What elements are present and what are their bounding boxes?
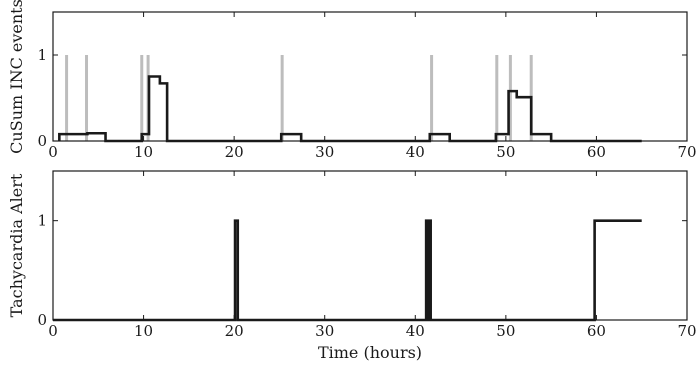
x-tick-label: 30 xyxy=(315,322,334,340)
x-tick-label: 50 xyxy=(496,143,515,161)
plot-frame xyxy=(52,170,688,321)
y-tick-label: 1 xyxy=(37,212,47,230)
alert-line-0 xyxy=(53,219,642,322)
x-axis-label: Time (hours) xyxy=(318,343,422,362)
x-tick-label: 10 xyxy=(134,143,153,161)
x-tick-label: 30 xyxy=(315,143,334,161)
x-tick-label: 20 xyxy=(225,322,244,340)
x-tick-label: 70 xyxy=(677,322,696,340)
plot-frame xyxy=(52,11,688,142)
tachycardia-panel: 0 10 20 30 40 50 60 70 0 1 Tachycardia Alert Time (… xyxy=(7,170,697,362)
x-tick-label: 20 xyxy=(225,143,244,161)
y-tick-label: 0 xyxy=(37,311,47,329)
y-tick-label: 0 xyxy=(37,132,47,150)
y-tick-label: 1 xyxy=(37,46,47,64)
x-tick-label: 10 xyxy=(134,322,153,340)
y-axis-label: CuSum INC events xyxy=(7,0,26,154)
x-tick-label: 60 xyxy=(587,322,606,340)
x-tick-label: 40 xyxy=(406,322,425,340)
y-axis-label: Tachycardia Alert xyxy=(7,173,26,317)
x-tick-label: 60 xyxy=(587,143,606,161)
x-tick-label: 0 xyxy=(48,322,58,340)
x-tick-label: 40 xyxy=(406,143,425,161)
x-tick-label: 70 xyxy=(677,143,696,161)
cusum-panel: 0 10 20 30 40 50 60 70 0 1 CuSum INC events xyxy=(7,0,697,161)
x-tick-label: 0 xyxy=(48,143,58,161)
x-tick-label: 50 xyxy=(496,322,515,340)
